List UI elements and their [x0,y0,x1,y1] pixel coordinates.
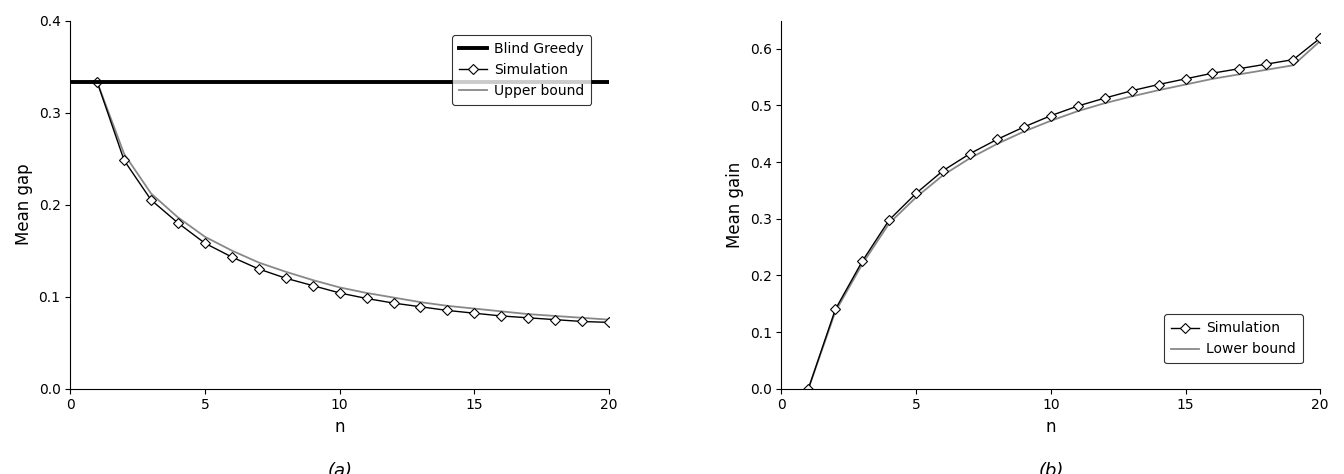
Lower bound [989,141,1005,147]
Upper bound [601,317,617,322]
Lower bound [855,261,871,267]
Simulation [1016,124,1032,130]
Lower bound [1312,38,1328,44]
Lower bound [1016,128,1032,134]
Upper bound [493,309,509,314]
Text: (a): (a) [327,462,352,474]
Y-axis label: Mean gap: Mean gap [15,164,34,246]
Text: (b): (b) [1038,462,1063,474]
Lower bound [1258,67,1274,73]
Simulation [142,197,159,203]
Simulation [1231,66,1247,72]
Upper bound [439,303,456,309]
Lower bound [909,194,925,200]
Simulation [466,310,482,316]
Simulation [493,313,509,319]
Upper bound [278,269,294,274]
Upper bound [359,290,375,296]
Upper bound [466,306,482,311]
Upper bound [224,248,241,254]
Simulation [855,258,871,264]
Simulation [1177,76,1193,82]
Lower bound [828,309,844,314]
Simulation [989,137,1005,142]
Upper bound [305,277,321,283]
Simulation [359,296,375,301]
Simulation [332,290,348,296]
Legend: Simulation, Lower bound: Simulation, Lower bound [1164,314,1302,364]
Simulation [882,217,898,223]
Simulation [89,79,105,85]
Line: Simulation: Simulation [94,79,613,326]
Upper bound [251,260,267,265]
Lower bound [1285,63,1301,68]
Simulation [305,283,321,289]
Lower bound [800,386,816,392]
Simulation [251,266,267,272]
Simulation [1097,95,1113,101]
Simulation [1204,70,1220,76]
Lower bound [1231,72,1247,77]
Simulation [828,307,844,312]
Simulation [601,319,617,325]
Simulation [116,157,132,163]
Simulation [278,275,294,281]
Lower bound [1097,100,1113,106]
Simulation [198,240,214,246]
Lower bound [1177,82,1193,87]
Lower bound [1124,93,1140,99]
Upper bound [332,284,348,290]
Upper bound [520,311,536,317]
Simulation [386,300,402,306]
Line: Simulation: Simulation [805,35,1324,392]
Line: Upper bound: Upper bound [97,82,609,319]
Lower bound [1204,76,1220,82]
Simulation [1070,103,1086,109]
Upper bound [574,315,590,320]
Simulation [574,319,590,324]
Lower bound [1070,108,1086,114]
Upper bound [198,234,214,240]
Y-axis label: Mean gain: Mean gain [726,162,745,248]
Upper bound [142,191,159,196]
Simulation [439,308,456,313]
Upper bound [169,215,185,220]
Simulation [1150,82,1167,87]
Simulation [1285,57,1301,63]
Lower bound [882,220,898,226]
Simulation [962,151,978,156]
Simulation [800,386,816,392]
Upper bound [547,313,563,319]
Blind Greedy [62,79,78,85]
Lower bound [1150,87,1167,93]
Lower bound [935,172,952,178]
Upper bound [89,79,105,85]
Simulation [935,168,952,173]
Simulation [1312,35,1328,41]
Simulation [547,317,563,322]
Simulation [1043,113,1059,118]
Simulation [909,191,925,196]
Upper bound [413,299,429,305]
X-axis label: n: n [1046,418,1056,436]
Upper bound [386,295,402,301]
Legend: Blind Greedy, Simulation, Upper bound: Blind Greedy, Simulation, Upper bound [453,35,591,105]
Upper bound [116,151,132,157]
Simulation [520,315,536,320]
Simulation [1258,61,1274,67]
Simulation [169,220,185,226]
Lower bound [962,155,978,161]
Lower bound [1043,118,1059,124]
Simulation [224,254,241,260]
Simulation [413,304,429,310]
Line: Lower bound: Lower bound [808,41,1320,389]
Blind Greedy [89,79,105,85]
Simulation [1124,88,1140,93]
X-axis label: n: n [335,418,345,436]
